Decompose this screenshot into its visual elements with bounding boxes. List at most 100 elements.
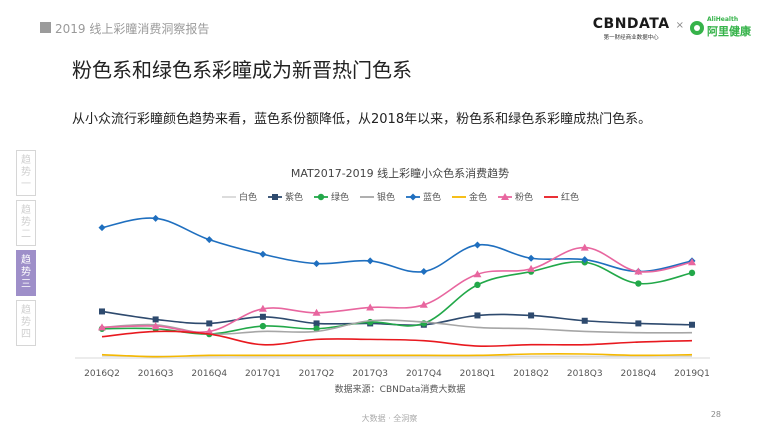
- data-point: [313, 320, 320, 327]
- data-point: [634, 267, 643, 275]
- data-point: [205, 236, 213, 244]
- brand-cross: ×: [675, 20, 684, 31]
- side-tab-char: 势: [21, 267, 31, 278]
- legend-marker: [272, 194, 278, 200]
- x-tick-label: 2016Q2: [84, 369, 120, 379]
- data-point: [635, 280, 642, 287]
- data-point: [98, 323, 106, 331]
- data-point: [258, 304, 267, 312]
- legend-marker: [317, 193, 325, 201]
- series-line: [101, 310, 693, 326]
- legend-item[interactable]: 银色: [360, 191, 395, 203]
- series-line: [101, 217, 693, 273]
- data-point: [152, 214, 160, 222]
- series-7: [101, 330, 693, 347]
- x-tick-label: 2018Q3: [567, 369, 603, 379]
- x-tick-label: 2017Q2: [299, 369, 335, 379]
- side-tab-char: 趋: [21, 155, 31, 166]
- side-tab-char: 势: [21, 167, 31, 178]
- series-line: [101, 246, 693, 333]
- data-point: [151, 322, 160, 330]
- x-tick-label: 2016Q4: [191, 369, 227, 379]
- x-tick-label: 2018Q4: [621, 369, 657, 379]
- data-point: [259, 250, 267, 258]
- legend-item[interactable]: 绿色: [314, 191, 349, 203]
- series-line: [101, 330, 693, 347]
- page-title: 粉色系和绿色系彩瞳成为新晋热门色系: [72, 58, 412, 82]
- data-point: [581, 317, 588, 324]
- data-point: [474, 312, 481, 319]
- legend-item[interactable]: 白色: [222, 191, 257, 203]
- side-tab-trend-1[interactable]: 趋 势 一: [16, 150, 36, 196]
- series-6: [98, 243, 696, 335]
- x-tick-label: 2016Q3: [138, 369, 174, 379]
- x-tick-label: 2018Q2: [513, 369, 549, 379]
- side-tab-char: 势: [21, 317, 31, 328]
- legend-label: 粉色: [515, 191, 533, 203]
- series-5: [101, 353, 693, 358]
- legend-label: 红色: [561, 191, 579, 203]
- side-tab-trend-4[interactable]: 趋 势 四: [16, 300, 36, 346]
- data-point: [313, 325, 320, 332]
- x-tick-label: 2017Q1: [245, 369, 281, 379]
- alihealth-cn: 阿里健康: [707, 25, 751, 38]
- data-point: [473, 270, 482, 278]
- legend-label: 紫色: [285, 191, 303, 203]
- x-axis-ticks: 2016Q2 2016Q3 2016Q4 2017Q1 2017Q2 2017Q3 2017…: [84, 369, 710, 379]
- data-point: [152, 316, 159, 323]
- series-4: [98, 214, 696, 276]
- data-point: [205, 327, 214, 335]
- data-point: [528, 312, 535, 319]
- cbndata-name: CBNDATA: [592, 16, 670, 32]
- legend-item[interactable]: 粉色: [498, 191, 533, 203]
- legend-item[interactable]: 红色: [544, 191, 579, 203]
- side-tab-char: 势: [21, 217, 31, 228]
- alihealth-mark-icon: [690, 20, 704, 35]
- side-tab-char: 趋: [21, 305, 31, 316]
- legend-label: 绿色: [331, 191, 349, 203]
- legend-item[interactable]: 紫色: [268, 191, 303, 203]
- x-tick-label: 2019Q1: [674, 369, 710, 379]
- data-point: [688, 258, 696, 266]
- side-tab-trend-2[interactable]: 趋 势 二: [16, 200, 36, 246]
- series-line: [101, 353, 693, 358]
- side-tab-trend-3[interactable]: 趋 势 三: [16, 250, 36, 296]
- series-2: [98, 259, 696, 338]
- x-tick-label: 2017Q4: [406, 369, 442, 379]
- page-subtitle: 从小众流行彩瞳颜色趋势来看，蓝色系份额降低，从2018年以来，粉色系和绿色系彩瞳…: [72, 112, 652, 127]
- data-point: [581, 256, 589, 264]
- chart-legend: 白色 紫色 绿色 银色 蓝色 金色 粉色 红色: [222, 191, 579, 203]
- data-point: [206, 320, 213, 327]
- footer-slogan: 大数据 · 全洞察: [361, 414, 418, 423]
- data-point: [98, 224, 106, 232]
- data-point: [366, 257, 374, 265]
- alihealth-en: AliHealth: [707, 16, 739, 23]
- data-point: [420, 268, 428, 276]
- legend-label: 蓝色: [423, 191, 441, 203]
- data-point: [527, 254, 535, 262]
- cbndata-logo: CBNDATA 第一财经商业数据中心: [593, 16, 670, 41]
- side-tabs: 趋 势 一 趋 势 二 趋 势 三 趋 势 四: [16, 150, 36, 350]
- side-tab-char: 四: [21, 329, 31, 340]
- data-point: [259, 322, 267, 330]
- data-point: [259, 313, 266, 320]
- data-point: [312, 308, 321, 316]
- x-tick-label: 2018Q1: [460, 369, 496, 379]
- legend-item[interactable]: 金色: [452, 191, 487, 203]
- data-point: [99, 308, 105, 315]
- legend-label: 金色: [469, 191, 487, 203]
- legend-item[interactable]: 蓝色: [406, 191, 441, 203]
- legend-label: 银色: [377, 191, 395, 203]
- chart-source: 数据来源：CBNData消费大数据: [335, 383, 466, 395]
- data-point: [419, 300, 428, 308]
- side-tab-char: 趋: [21, 255, 31, 266]
- series-layer: [98, 214, 696, 358]
- cbndata-subtitle: 第一财经商业数据中心: [603, 35, 659, 41]
- data-point: [688, 269, 696, 277]
- chart-title: MAT2017-2019 线上彩瞳小众色系消费趋势: [291, 166, 509, 180]
- page-number: 28: [710, 410, 721, 419]
- data-point: [474, 281, 481, 289]
- data-point: [689, 321, 695, 328]
- header-square-icon: [40, 22, 51, 33]
